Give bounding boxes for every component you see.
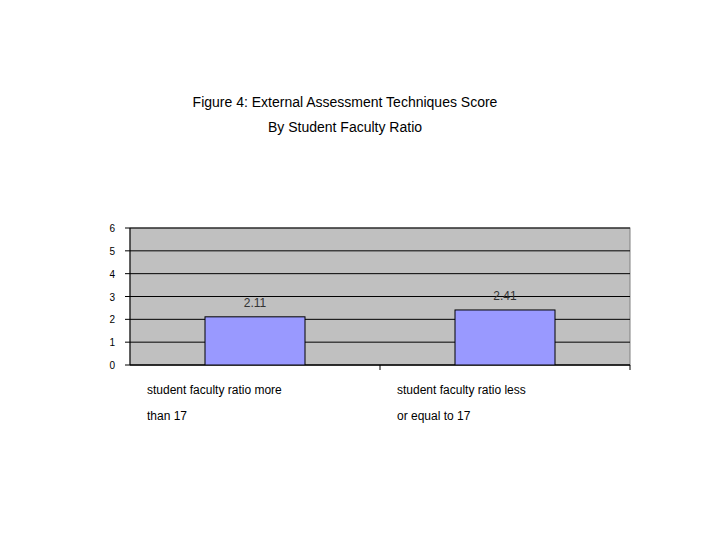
grid-line bbox=[130, 296, 630, 297]
y-axis bbox=[130, 228, 131, 365]
data-label: 2.11 bbox=[244, 296, 267, 310]
tick-label: 5 bbox=[109, 246, 115, 257]
category-label: student faculty ratio less or equal to 17 bbox=[397, 383, 526, 423]
title-line: By Student Faculty Ratio bbox=[268, 119, 422, 135]
bar bbox=[205, 317, 305, 365]
tick-label: 0 bbox=[109, 360, 115, 371]
tick-label: 3 bbox=[109, 292, 115, 303]
tick-label: 4 bbox=[109, 269, 115, 280]
category-line: or equal to 17 bbox=[397, 409, 471, 423]
grid-line bbox=[130, 273, 630, 274]
tick-mark bbox=[125, 342, 130, 343]
category-label: student faculty ratio more than 17 bbox=[147, 383, 282, 423]
tick-label: 1 bbox=[109, 337, 115, 348]
bar bbox=[455, 310, 555, 365]
category-tick bbox=[380, 365, 381, 370]
bars bbox=[205, 310, 555, 365]
category-line: student faculty ratio less bbox=[397, 383, 526, 397]
tick-mark bbox=[125, 273, 130, 274]
grid-line bbox=[130, 250, 630, 251]
tick-mark bbox=[125, 319, 130, 320]
tick-mark bbox=[125, 228, 130, 229]
tick-label: 2 bbox=[109, 314, 115, 325]
title-line: Figure 4: External Assessment Techniques… bbox=[193, 94, 498, 110]
tick-mark bbox=[125, 296, 130, 297]
chart: Figure 4: External Assessment Techniques… bbox=[0, 0, 720, 540]
plot-area bbox=[130, 228, 630, 365]
category-tick bbox=[630, 365, 631, 370]
tick-mark bbox=[125, 365, 130, 366]
chart-title: Figure 4: External Assessment Techniques… bbox=[193, 94, 498, 135]
data-label: 2.41 bbox=[493, 289, 517, 303]
tick-label: 6 bbox=[109, 223, 115, 234]
category-line: than 17 bbox=[147, 409, 187, 423]
category-line: student faculty ratio more bbox=[147, 383, 282, 397]
grid-line bbox=[130, 228, 630, 229]
tick-mark bbox=[125, 250, 130, 251]
